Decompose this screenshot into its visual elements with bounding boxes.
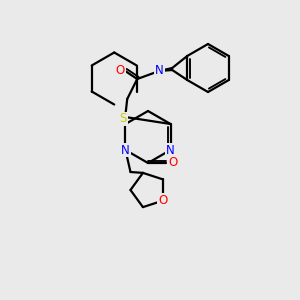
Text: S: S xyxy=(119,112,127,125)
Text: O: O xyxy=(158,194,168,207)
Text: N: N xyxy=(155,64,164,77)
Text: O: O xyxy=(168,157,178,169)
Text: N: N xyxy=(121,143,130,157)
Text: N: N xyxy=(166,143,175,157)
Text: O: O xyxy=(116,64,125,76)
